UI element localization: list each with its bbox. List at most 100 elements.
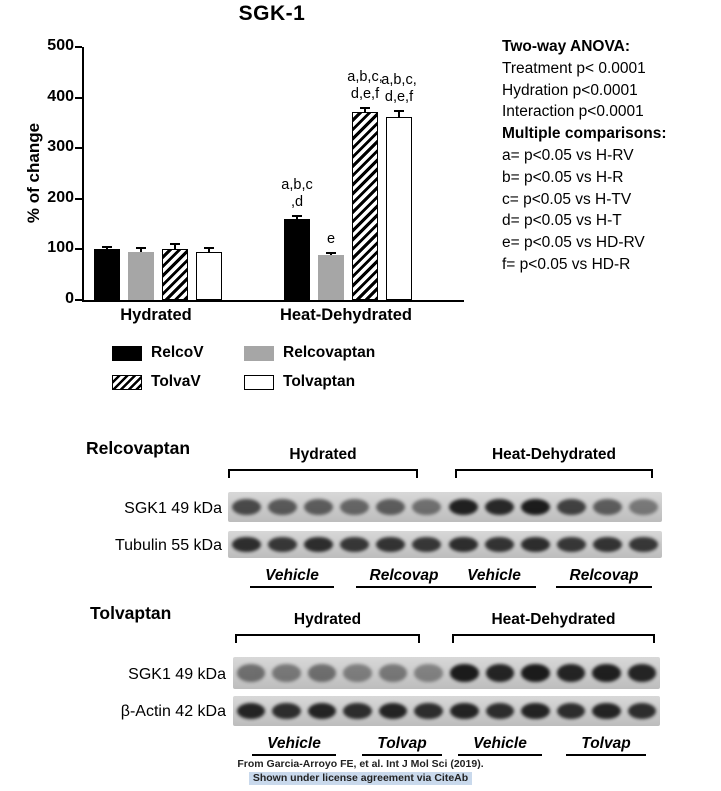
y-tick-label: 200 [47,188,74,206]
x-category-label: Hydrated [120,306,192,324]
group-bracket [455,469,653,478]
legend-item-relcovaptan: Relcovaptan [244,344,424,362]
protein-band [627,664,657,682]
protein-band [376,498,406,516]
protein-band [450,702,479,720]
anova-line: Hydration p<0.0001 [502,81,638,99]
significance-annotation: a,b,c ,d [281,177,313,211]
y-tick-label: 300 [47,138,74,156]
y-tick-mark [75,147,82,150]
legend-label: Tolvaptan [283,373,356,390]
protein-band [272,702,301,720]
blot-group-label: Heat-Dehydrated [491,446,617,463]
comparison-lines: a= p<0.05 vs H-RV b= p<0.05 vs H-R c= p<0.… [502,145,720,276]
anova-title: Two-way ANOVA: [502,38,631,55]
lane-label: Vehicle [250,567,334,588]
bar-chart-plot: a,b,c ,d e a,b,c, d,e,f a,b,c, d,e,f [75,46,464,302]
protein-band [485,702,515,720]
significance-annotation: a,b,c, d,e,f [381,71,417,105]
bar-relcov-hydrated [94,249,120,300]
protein-band [593,498,623,516]
legend-item-tolvav: TolvaV [112,373,244,391]
blot-group-label: Heat-Dehydrated [491,611,616,628]
blot-strip [233,696,660,726]
comparison-line: c= p<0.05 vs H-TV [502,190,632,208]
protein-band [521,702,550,720]
protein-band [272,664,301,682]
protein-band [414,664,443,682]
attribution-line1: From Garcia-Arroyo FE, et al. Int J Mol … [237,758,484,770]
legend-item-relcov: RelcoV [112,344,244,362]
group-bracket [452,634,655,643]
protein-band [236,664,266,682]
lane-label: Relcovap [356,567,452,588]
y-tick-label: 0 [65,290,74,307]
y-tick-mark [75,299,82,301]
bar-tolvaptan-heat-dehydrated [386,116,412,300]
comparison-line: b= p<0.05 vs H-R [502,168,624,186]
attribution-footer: From Garcia-Arroyo FE, et al. Int J Mol … [0,758,721,785]
bar-tolvav-hydrated [162,248,188,300]
protein-band [378,664,408,682]
protein-band [448,537,478,552]
error-cap [394,109,404,112]
protein-band [520,498,550,516]
lane-label: Relcovap [556,567,652,588]
blot-strip [228,492,662,522]
blot-row-label: β-Actin 42 kDa [120,703,226,720]
legend-label: Relcovaptan [283,344,376,361]
anova-lines: Treatment p< 0.0001 Hydration p<0.0001 Int… [502,58,720,123]
y-tick-label: 100 [47,239,74,257]
bar-tolvav-heat-dehydrated [352,112,378,300]
error-cap [170,242,180,245]
protein-band [231,498,261,516]
lane-label: Tolvap [362,735,442,756]
protein-band [485,664,515,682]
x-category-label: Heat-Dehydrated [279,306,413,324]
protein-band [267,498,297,516]
y-tick-label: 500 [47,37,74,54]
protein-band [484,537,514,552]
error-cap [326,252,336,255]
chart-legend: RelcoV Relcovaptan TolvaV Tolvaptan [112,344,424,391]
protein-band [412,498,442,516]
bar-relcov-heat-dehydrated [284,219,310,300]
blot-row-label: SGK1 49 kDa [128,666,226,683]
protein-band [236,702,266,720]
protein-band [412,537,442,552]
protein-band [592,702,621,720]
y-tick-mark [75,248,82,251]
protein-band [520,537,550,552]
lane-label: Vehicle [252,735,336,756]
significance-annotation: e [326,231,336,248]
protein-band [629,537,659,552]
lane-label: Tolvap [566,735,646,756]
error-cap [136,247,146,250]
stats-panel: Two-way ANOVA: Treatment p< 0.0001 Hydrat… [502,36,720,276]
protein-band [378,702,408,720]
error-cap [102,246,112,249]
error-cap [292,215,302,218]
protein-band [448,498,478,516]
legend-swatch-white [244,374,274,390]
blot-heading-relcovaptan: Relcovaptan [86,438,191,458]
protein-band [303,498,333,516]
protein-band [340,537,370,552]
significance-annotation: a,b,c, d,e,f [347,68,383,102]
protein-band [521,664,550,682]
legend-swatch-gray [244,345,274,361]
protein-band [376,537,406,552]
protein-band [557,498,587,516]
blot-heading-tolvaptan: Tolvaptan [90,603,172,623]
protein-band [627,702,657,720]
x-axis-category-labels: Hydrated Heat-Dehydrated [82,306,462,328]
y-tick-label: 400 [47,87,74,105]
bar-relcovaptan-hydrated [128,251,154,300]
legend-item-tolvaptan: Tolvaptan [244,373,424,391]
legend-label: RelcoV [151,344,204,361]
blot-row-label: Tubulin 55 kDa [114,537,222,554]
attribution-line2: Shown under license agreement via CiteAb [248,771,473,785]
lane-label: Vehicle [452,567,536,588]
protein-band [592,664,621,682]
